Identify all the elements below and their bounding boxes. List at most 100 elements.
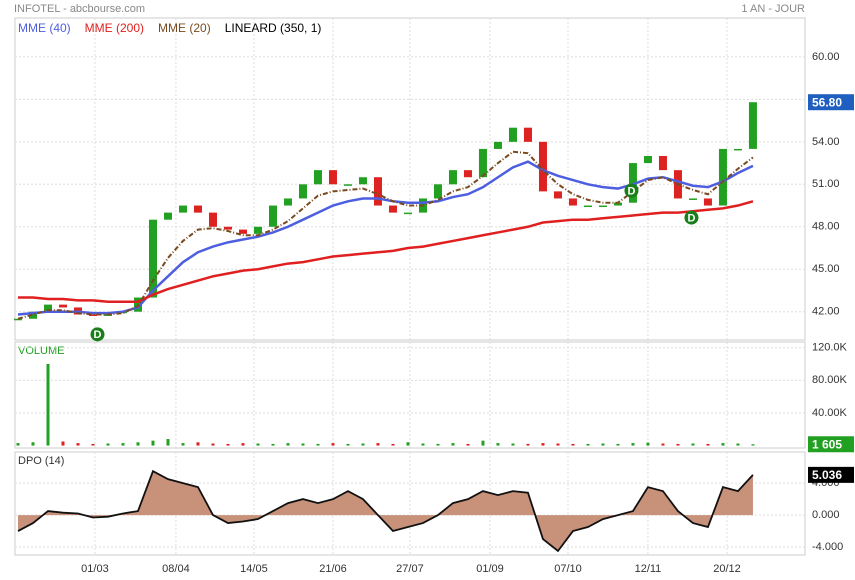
- candle: [178, 205, 187, 213]
- last-value: 56.80: [812, 95, 842, 109]
- x-tick-label: 07/10: [554, 563, 582, 575]
- last-value-box: [808, 436, 854, 453]
- candle: [13, 318, 22, 321]
- x-tick-label: 08/04: [162, 563, 190, 575]
- annotation: D: [627, 186, 635, 198]
- candle: [628, 163, 637, 203]
- volume-bar: [451, 443, 455, 446]
- volume-bar: [376, 443, 380, 446]
- candle: [388, 205, 397, 213]
- candle: [358, 177, 367, 185]
- volume-bar: [316, 443, 320, 446]
- y-tick-label: 45.00: [812, 263, 840, 275]
- candle: [433, 184, 442, 199]
- candle: [718, 148, 727, 206]
- candle: [193, 205, 202, 213]
- dividend-marker: [90, 327, 105, 342]
- volume-bar: [496, 443, 500, 446]
- volume-bar: [631, 443, 635, 446]
- volume-bar: [91, 443, 95, 446]
- panel-title: DPO (14): [18, 455, 64, 467]
- candle: [298, 184, 307, 199]
- last-value-box: [808, 466, 854, 483]
- volume-bar: [721, 443, 725, 446]
- panel-title: VOLUME: [18, 345, 64, 357]
- candle: [748, 102, 757, 149]
- indicator-line: [17, 150, 754, 320]
- candle: [568, 198, 577, 206]
- annotation: D: [94, 329, 102, 341]
- last-value: 5.036: [812, 468, 842, 482]
- volume-bar: [736, 443, 740, 446]
- candle: [328, 170, 337, 185]
- candle: [223, 226, 232, 230]
- volume-bar: [16, 443, 20, 446]
- dividend-marker: [624, 183, 639, 198]
- candle: [523, 127, 532, 142]
- volume-bar: [481, 440, 485, 446]
- candle: [283, 198, 292, 206]
- volume-bar: [76, 443, 80, 446]
- volume-bar: [136, 442, 140, 446]
- legend-entry: MME (200): [85, 21, 144, 35]
- volume-bar: [691, 443, 695, 446]
- candle: [208, 212, 217, 227]
- volume-bar: [526, 443, 530, 446]
- dividend-marker: [684, 210, 699, 225]
- volume-bar: [226, 443, 230, 446]
- candle: [703, 198, 712, 206]
- x-tick-label: 12/11: [635, 563, 662, 575]
- volume-bar: [511, 443, 515, 446]
- x-tick-label: 20/12: [713, 563, 741, 575]
- y-tick-label: 120.0K: [812, 342, 848, 354]
- chart-title: INFOTEL - abcbourse.com: [14, 3, 145, 15]
- candle: [538, 141, 547, 192]
- candle: [493, 141, 502, 149]
- volume-bar: [676, 443, 680, 446]
- y-tick-label: -4.000: [812, 541, 843, 553]
- y-tick-label: 40.00K: [812, 407, 848, 419]
- candle: [58, 304, 67, 308]
- volume-bar: [406, 442, 410, 446]
- volume-bar: [661, 443, 665, 446]
- candle: [88, 314, 97, 317]
- volume-bar: [466, 443, 470, 446]
- y-tick-label: 60.00: [812, 51, 840, 63]
- volume-bar: [286, 443, 290, 446]
- candle: [508, 127, 517, 142]
- candle: [733, 148, 742, 151]
- y-tick-label: 80.00K: [812, 374, 848, 386]
- candle: [238, 229, 247, 234]
- candle: [148, 219, 157, 298]
- volume-bar: [616, 443, 620, 446]
- volume-bar: [271, 443, 275, 446]
- dpo-line: [17, 469, 754, 553]
- x-tick-label: 27/07: [396, 563, 424, 575]
- period: 1 AN - JOUR: [741, 3, 805, 15]
- y-tick-label: 0.000: [812, 509, 840, 521]
- y-tick-label: 54.00: [812, 136, 840, 148]
- candle: [373, 177, 382, 206]
- legend-entry: MME (40): [18, 21, 71, 35]
- candle: [658, 156, 667, 171]
- volume-bar: [436, 443, 440, 446]
- candle: [163, 212, 172, 220]
- candle: [268, 205, 277, 227]
- candle: [343, 184, 352, 186]
- volume-bar: [211, 443, 215, 446]
- candle: [463, 170, 472, 178]
- volume-bar: [646, 442, 650, 446]
- volume-bar: [256, 443, 260, 446]
- x-tick-label: 01/09: [476, 563, 504, 575]
- volume-bar: [391, 443, 395, 446]
- volume-bar: [106, 443, 110, 446]
- volume-bar: [571, 443, 575, 446]
- dpo-area: [17, 471, 753, 552]
- y-tick-label: 42.00: [812, 306, 840, 318]
- volume-bar: [541, 443, 545, 446]
- last-value: 1 605: [812, 437, 842, 451]
- candle: [313, 170, 322, 185]
- candle: [583, 205, 592, 208]
- candle: [598, 205, 607, 208]
- x-tick-label: 01/03: [81, 563, 109, 575]
